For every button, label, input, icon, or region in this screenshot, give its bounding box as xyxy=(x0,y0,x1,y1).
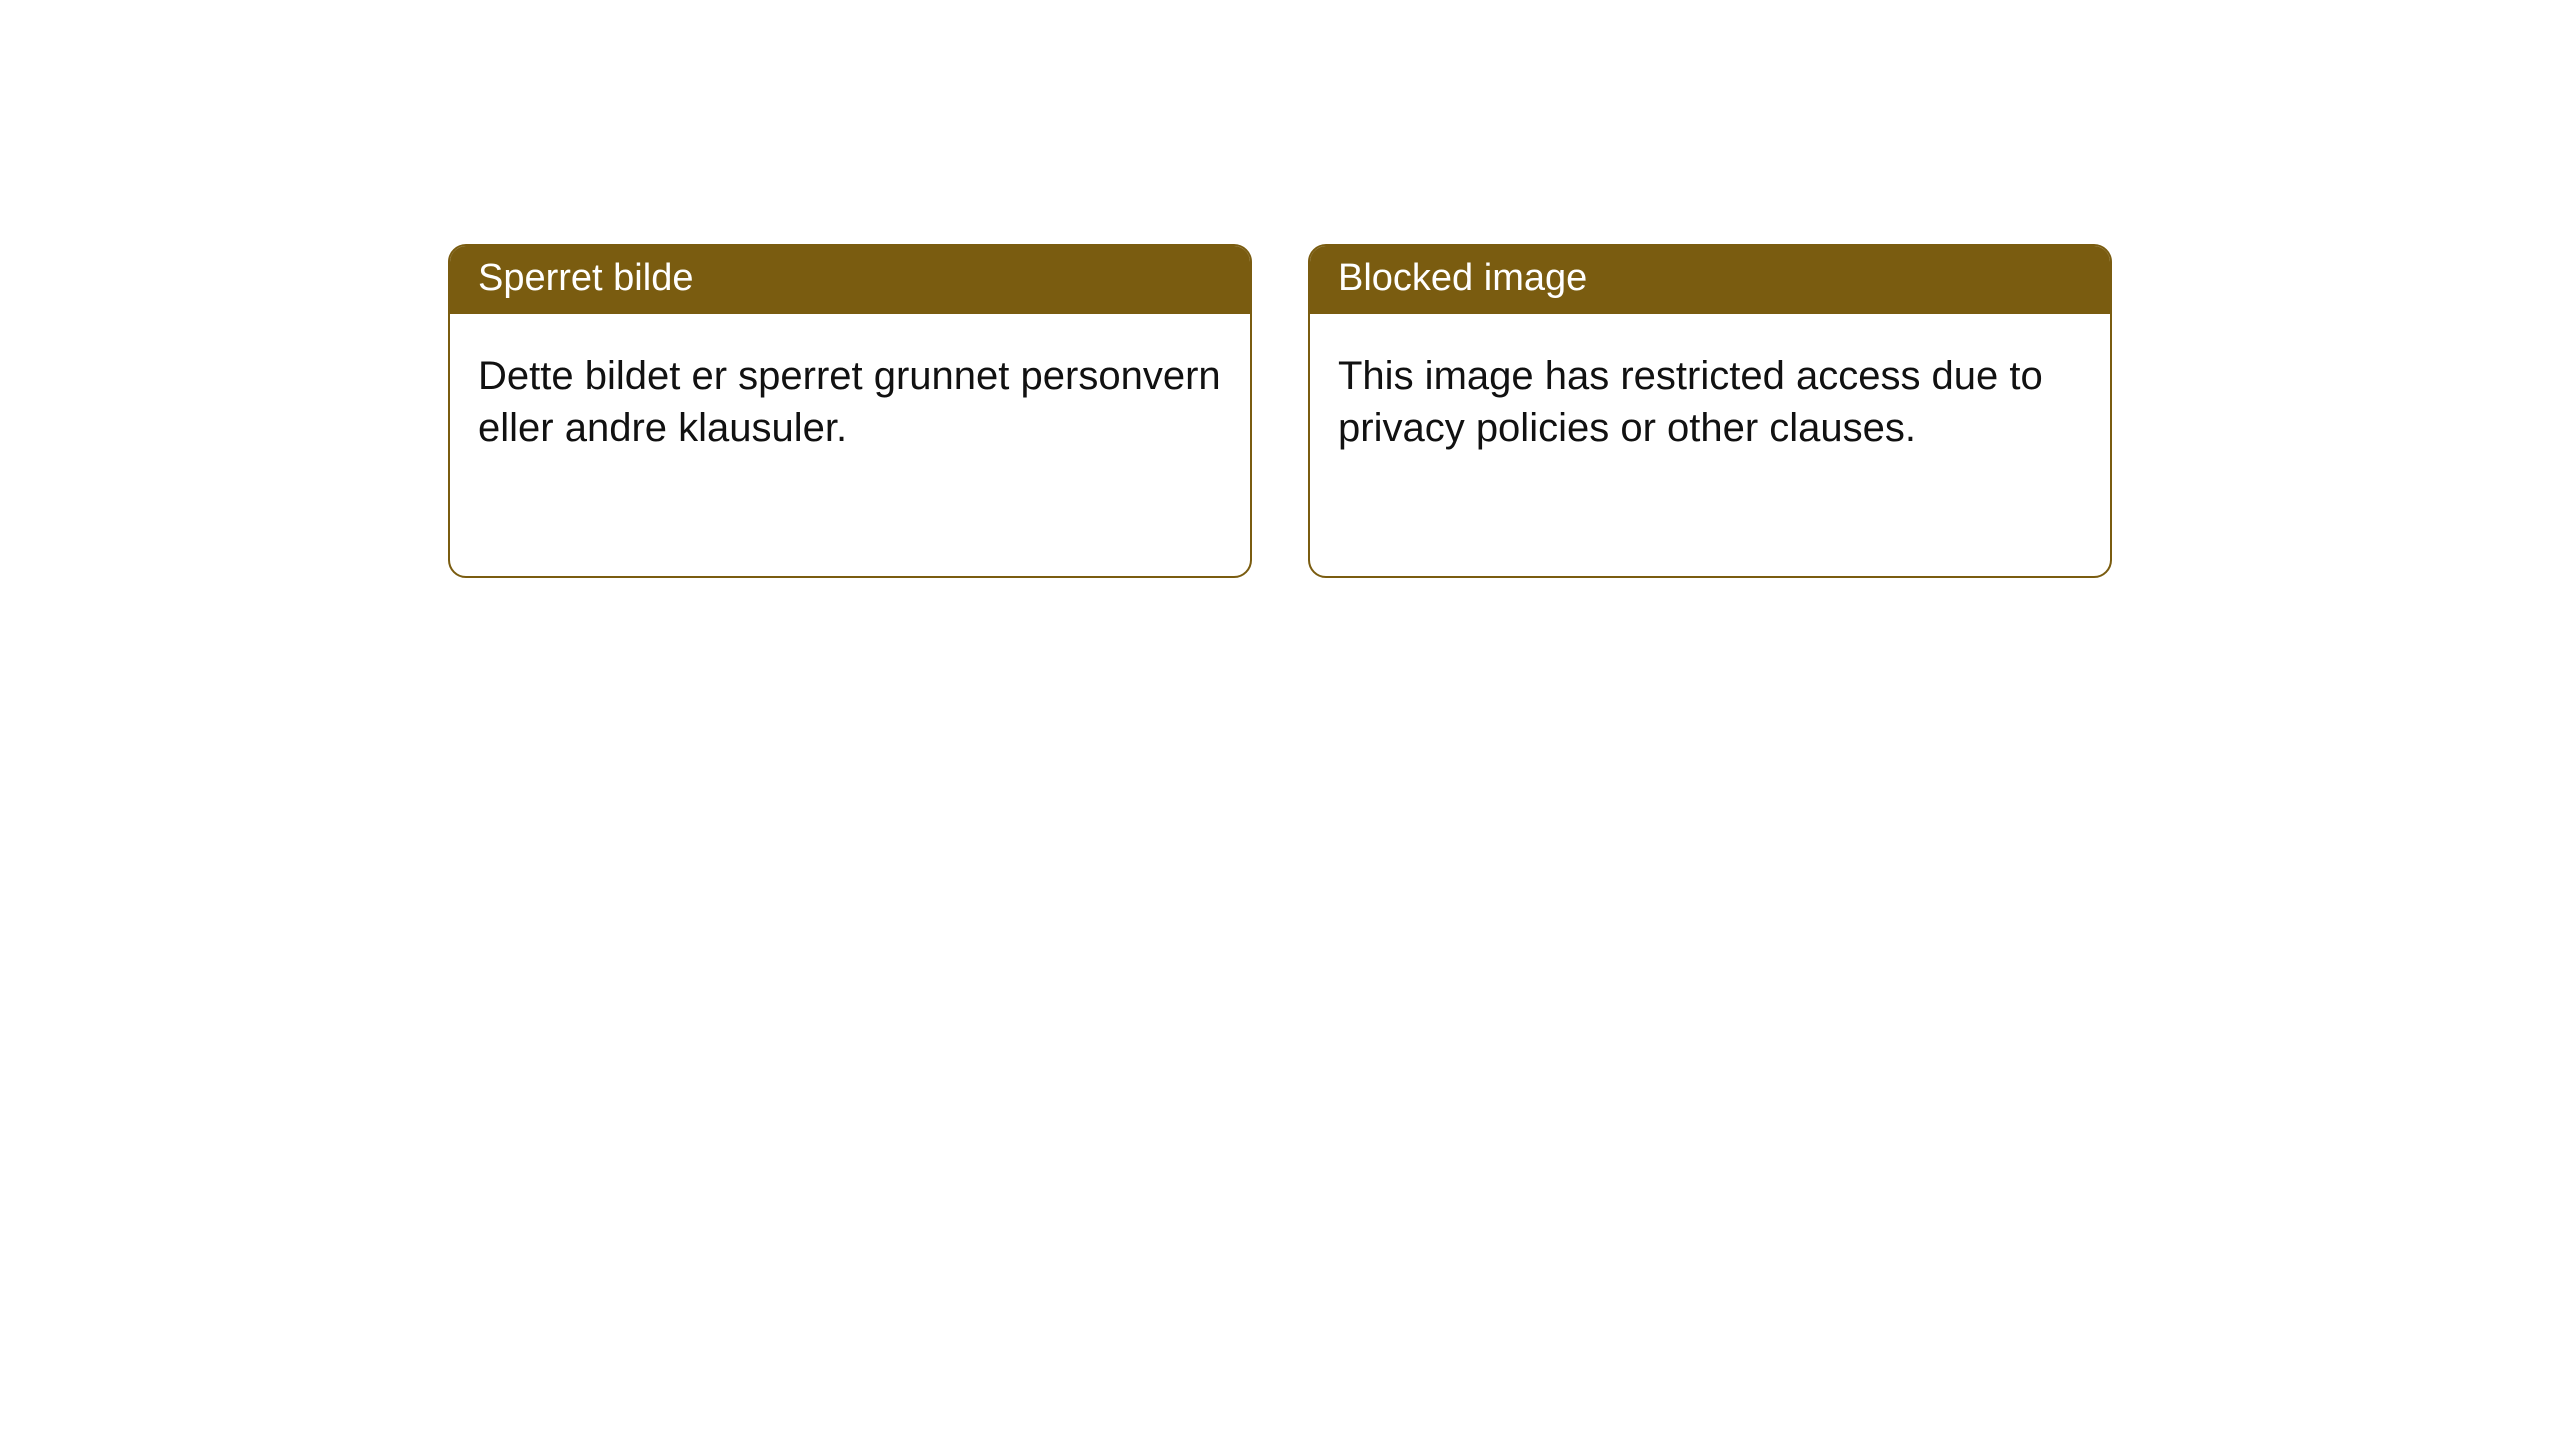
notice-card-norwegian: Sperret bilde Dette bildet er sperret gr… xyxy=(448,244,1252,578)
notice-card-english: Blocked image This image has restricted … xyxy=(1308,244,2112,578)
card-body-text: This image has restricted access due to … xyxy=(1338,354,2043,450)
card-header: Blocked image xyxy=(1310,246,2110,314)
card-body-text: Dette bildet er sperret grunnet personve… xyxy=(478,354,1221,450)
card-title: Blocked image xyxy=(1338,257,1587,299)
card-body: Dette bildet er sperret grunnet personve… xyxy=(450,314,1250,482)
notice-container: Sperret bilde Dette bildet er sperret gr… xyxy=(0,0,2560,578)
card-title: Sperret bilde xyxy=(478,257,693,299)
card-body: This image has restricted access due to … xyxy=(1310,314,2110,482)
card-header: Sperret bilde xyxy=(450,246,1250,314)
